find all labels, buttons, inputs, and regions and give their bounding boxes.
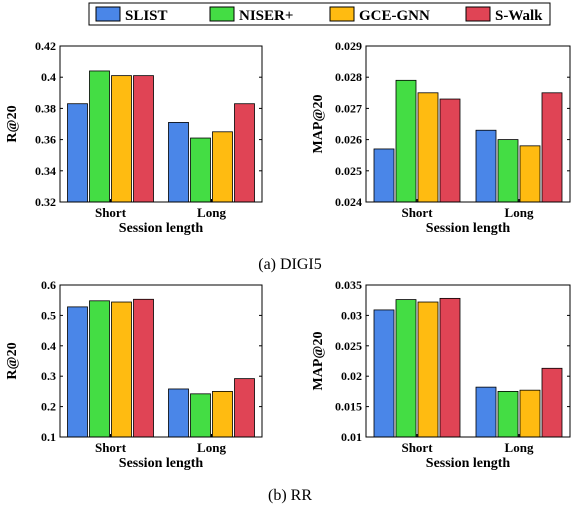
plot-frame [59,284,263,438]
bar-niser--long [497,390,519,438]
bar-s-walk-long [234,378,255,438]
legend-label-0: SLIST [125,8,168,24]
y-tick-label: 0.1 [41,430,56,444]
x-tick-label-short: Short [401,440,433,455]
y-tick-label: 0.3 [41,369,56,383]
y-tick-label: 0.027 [335,101,362,115]
y-axis-title: R@20 [5,105,20,142]
y-tick-label: 0.024 [335,195,362,209]
y-tick-label: 0.34 [35,164,56,178]
caption-rr: (b) RR [268,487,312,504]
y-tick-label: 0.42 [35,39,56,53]
bar-slist-short [373,309,395,438]
y-tick-label: 0.01 [341,430,362,444]
x-axis-title: Session length [119,456,204,471]
y-tick-label: 0.026 [335,133,362,147]
bar-s-walk-short [439,297,461,438]
y-tick-label: 0.029 [335,39,362,53]
y-axis-title: MAP@20 [311,332,326,391]
bar-slist-long [475,129,497,203]
y-tick-label: 0.5 [41,308,56,322]
caption-digi5: (a) DIGI5 [258,256,322,273]
bar-s-walk-short [133,298,154,438]
x-axis-title: Session length [119,221,204,236]
y-tick-label: 0.4 [41,339,56,353]
bar-gce-gnn-long [212,390,233,438]
x-tick-label-long: Long [505,205,534,220]
x-tick-label-short: Short [95,440,127,455]
x-tick-label-short: Short [401,205,433,220]
y-tick-label: 0.32 [35,195,56,209]
bar-niser--short [395,299,417,438]
legend-label-3: S-Walk [495,8,543,24]
bar-s-walk-long [541,367,563,438]
bar-gce-gnn-long [519,389,541,438]
plot-frame [59,45,263,203]
y-tick-label: 0.025 [335,164,362,178]
bar-slist-long [475,386,497,438]
bar-niser--short [89,70,110,203]
y-axis-title: MAP@20 [311,95,326,154]
bar-s-walk-short [439,98,461,203]
x-axis-title: Session length [426,456,511,471]
bar-niser--long [190,393,211,438]
x-axis-title: Session length [426,221,511,236]
bar-gce-gnn-short [417,92,439,203]
y-tick-label: 0.025 [335,339,362,353]
legend-swatch-1 [209,6,235,22]
plot-frame [365,284,571,438]
bar-slist-short [67,306,88,438]
y-tick-label: 0.4 [41,70,56,84]
bar-s-walk-short [133,75,154,203]
chart-panel-3: Short Long 0.01 0.015 0.02 0.025 0.03 0.035 Sess… [311,278,571,471]
y-tick-label: 0.02 [341,369,362,383]
y-axis-title: R@20 [5,342,20,379]
bar-niser--long [497,139,519,203]
bar-slist-long [168,122,189,203]
y-tick-label: 0.38 [35,101,56,115]
bar-gce-gnn-long [519,145,541,203]
bar-gce-gnn-long [212,131,233,203]
chart-panel-1: Short Long 0.024 0.025 0.026 0.027 0.028 0.029 S… [311,39,571,236]
bar-niser--long [190,137,211,203]
legend: SLIST NISER+ GCE-GNN S-Walk [88,2,551,26]
y-tick-label: 0.2 [41,400,56,414]
bar-gce-gnn-short [111,301,132,438]
legend-label-1: NISER+ [239,8,293,24]
x-tick-label-long: Long [505,440,534,455]
y-tick-label: 0.035 [335,278,362,292]
chart-panel-2: Short Long 0.1 0.2 0.3 0.4 0.5 0.6 Session lengt… [5,278,263,471]
plot-frame [365,45,571,203]
chart-panel-0: Short Long 0.32 0.34 0.36 0.38 0.4 0.42 Session … [5,39,263,236]
bar-niser--short [89,300,110,438]
legend-swatch-2 [329,6,355,22]
bar-s-walk-long [541,92,563,203]
x-tick-label-long: Long [197,440,226,455]
bar-slist-short [67,103,88,203]
y-tick-label: 0.6 [41,278,56,292]
bar-slist-long [168,388,189,438]
y-tick-label: 0.36 [35,133,56,147]
bar-gce-gnn-short [111,75,132,203]
y-tick-label: 0.015 [335,400,362,414]
bar-slist-short [373,148,395,203]
bar-niser--short [395,79,417,203]
legend-box [88,2,551,26]
legend-label-2: GCE-GNN [359,8,430,24]
legend-swatch-0 [95,6,121,22]
x-tick-label-long: Long [197,205,226,220]
bar-gce-gnn-short [417,301,439,438]
y-tick-label: 0.028 [335,70,362,84]
y-tick-label: 0.03 [341,308,362,322]
x-tick-label-short: Short [95,205,127,220]
legend-swatch-3 [465,6,491,22]
bar-s-walk-long [234,103,255,203]
